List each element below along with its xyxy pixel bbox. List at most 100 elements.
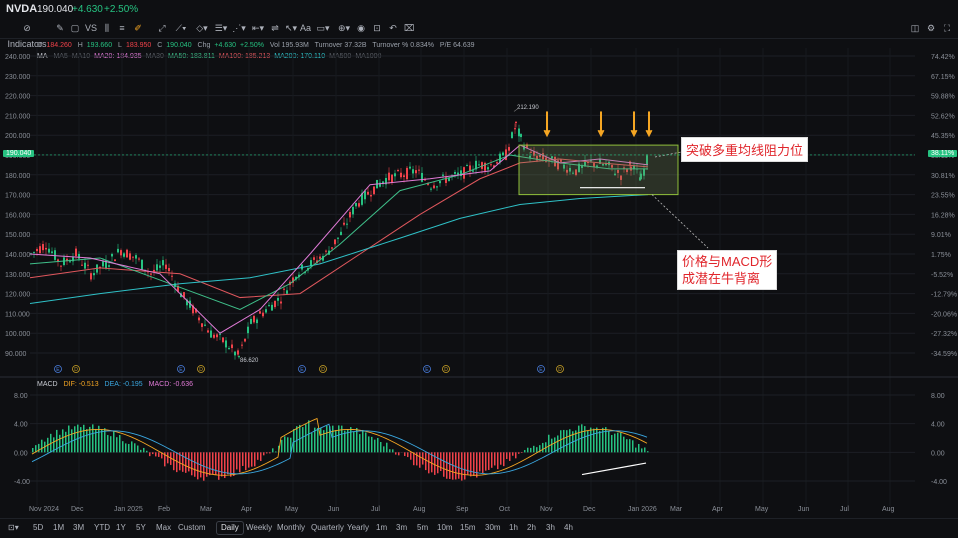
macd-histogram-bar	[260, 452, 262, 461]
candle-body	[51, 251, 53, 253]
comment-icon[interactable]: ▭▾	[316, 20, 330, 36]
time-axis-label: Aug	[882, 506, 895, 513]
macd-histogram-bar	[92, 424, 94, 452]
candle-body	[490, 164, 492, 165]
price-chart[interactable]: 240.000230.000220.000210.000200.000190.0…	[0, 38, 958, 518]
period-daily[interactable]: Daily	[216, 521, 244, 535]
range-custom[interactable]: Custom	[178, 523, 206, 532]
macd-histogram-bar	[59, 435, 61, 453]
period-1m[interactable]: 1m	[376, 523, 387, 532]
time-axis-label: May	[285, 506, 299, 513]
macd-histogram-bar	[392, 449, 394, 452]
macd-histogram-bar	[233, 452, 235, 476]
layout-icon[interactable]: ▢	[70, 20, 80, 36]
pattern-icon[interactable]: ⋰▾	[232, 20, 246, 36]
candle-body	[241, 345, 243, 346]
resistance-annotation[interactable]: 突破多重均线阻力位	[681, 137, 808, 162]
time-axis-label: Apr	[712, 506, 724, 513]
macd-histogram-bar	[527, 448, 529, 453]
range-5d[interactable]: 5D	[33, 523, 43, 532]
macd-histogram-bar	[479, 452, 481, 471]
period-1h[interactable]: 1h	[509, 523, 518, 532]
pen-icon[interactable]: ✐	[133, 20, 143, 36]
divergence-annotation[interactable]: 价格与MACD形 成潜在牛背离	[677, 250, 777, 290]
macd-histogram-bar	[413, 452, 415, 465]
range-5y[interactable]: 5Y	[136, 523, 146, 532]
settings-list-icon[interactable]: ≡	[117, 20, 127, 36]
macd-histogram-bar	[380, 442, 382, 452]
candle-body	[69, 261, 71, 262]
lock-icon[interactable]: ⊡	[372, 20, 382, 36]
fullscreen-icon[interactable]: ⛶	[942, 20, 952, 36]
macd-histogram-bar	[500, 452, 502, 464]
macd-histogram-bar	[116, 437, 118, 452]
period-weekly[interactable]: Weekly	[246, 523, 272, 532]
pct-axis-label: -34.59%	[931, 351, 957, 358]
candle-body	[277, 298, 279, 301]
macd-histogram-bar	[503, 452, 505, 466]
period-quarterly[interactable]: Quarterly	[311, 523, 344, 532]
period-5m[interactable]: 5m	[417, 523, 428, 532]
candle-body	[253, 316, 255, 322]
trendline-icon[interactable]: ⟋▾	[174, 20, 188, 36]
text-tool-icon[interactable]: Aa	[300, 20, 310, 36]
range-3m[interactable]: 3M	[73, 523, 84, 532]
period-15m[interactable]: 15m	[460, 523, 476, 532]
shape-icon[interactable]: ◇▾	[195, 20, 209, 36]
macd-histogram-bar	[551, 439, 553, 453]
macd-legend[interactable]: MACD DIF: -0.513 DEA: -0.195 MACD: -0.63…	[37, 381, 197, 388]
pct-axis-label: 23.55%	[931, 193, 955, 200]
period-4h[interactable]: 4h	[564, 523, 573, 532]
eye-icon[interactable]: ◉	[356, 20, 366, 36]
dividend-icon: D	[444, 367, 448, 373]
brush-icon[interactable]: ⇌	[270, 20, 280, 36]
magnet-icon[interactable]: ⊕▾	[337, 20, 351, 36]
time-axis-label: Apr	[241, 506, 253, 513]
macd-histogram-bar	[113, 431, 115, 452]
drawing-tool-icon[interactable]: ✎	[55, 20, 65, 36]
pct-axis-label: 30.81%	[931, 173, 955, 180]
candle-body	[466, 165, 468, 166]
period-10m[interactable]: 10m	[437, 523, 453, 532]
cursor-icon[interactable]: ⤢	[157, 20, 167, 36]
calendar-icon[interactable]: ⊡▾	[8, 523, 19, 532]
macd-histogram-bar	[614, 434, 616, 453]
screenshot-icon[interactable]: ◫	[910, 20, 920, 36]
range-1m[interactable]: 1M	[53, 523, 64, 532]
candle-body	[135, 255, 137, 258]
period-monthly[interactable]: Monthly	[277, 523, 305, 532]
period-3h[interactable]: 3h	[546, 523, 555, 532]
fib-icon[interactable]: ☰▾	[214, 20, 228, 36]
symbol-ticker[interactable]: NVDA	[6, 3, 37, 15]
undo-icon[interactable]: ↶	[388, 20, 398, 36]
macd-histogram-bar	[608, 431, 610, 452]
macd-histogram-bar	[239, 452, 241, 472]
period-yearly[interactable]: Yearly	[347, 523, 369, 532]
macd-histogram-bar	[623, 437, 625, 453]
candle-body	[132, 257, 134, 258]
gear-icon[interactable]: ⚙	[926, 20, 936, 36]
macd-histogram-bar	[443, 452, 445, 476]
chart-type-icon[interactable]: ⫼	[102, 20, 112, 36]
macd-histogram-bar	[632, 440, 634, 452]
arrow-tool-icon[interactable]: ↖▾	[285, 20, 295, 36]
compare-button[interactable]: VS	[84, 20, 98, 36]
indicators-button[interactable]: ⊘ Indicators	[4, 20, 50, 36]
title-bar: NVDA 190.040 +4.630 +2.50%	[0, 0, 958, 18]
measure-icon[interactable]: ⇤▾	[251, 20, 265, 36]
period-30m[interactable]: 30m	[485, 523, 501, 532]
time-axis-label: Jan 2026	[628, 506, 657, 513]
range-1y[interactable]: 1Y	[116, 523, 126, 532]
annotation-pointer	[652, 195, 708, 248]
period-2h[interactable]: 2h	[527, 523, 536, 532]
pct-axis-label: 59.88%	[931, 94, 955, 101]
range-max[interactable]: Max	[156, 523, 171, 532]
macd-histogram-bar	[488, 452, 490, 470]
delete-icon[interactable]: ⌧	[404, 20, 414, 36]
price-change: +4.630	[72, 4, 103, 15]
period-3m[interactable]: 3m	[396, 523, 407, 532]
range-ytd[interactable]: YTD	[94, 523, 110, 532]
candle-body	[373, 186, 375, 194]
candle-body	[442, 175, 444, 176]
macd-histogram-bar	[137, 446, 139, 453]
